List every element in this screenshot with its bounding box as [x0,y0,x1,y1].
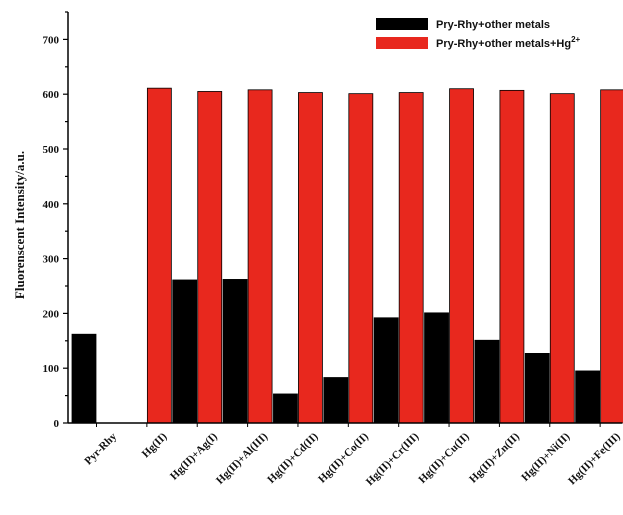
bar-red [298,92,323,424]
x-tick-label: Pyr-Rhy [82,430,119,467]
x-tick-label: Hg(II)+Al(III) [214,430,270,486]
y-tick-label: 0 [54,418,60,430]
x-tick-label: Hg(II)+Cr(III) [364,430,422,488]
y-tick-label: 200 [43,308,60,320]
x-tick-label: Hg(II)+Ag(I) [168,430,220,482]
bar-red [600,89,623,424]
bar-red [499,89,525,424]
x-tick-label: Hg(II)+Zn(II) [467,430,522,485]
x-tick-label: Hg(II)+Ni(II) [519,430,572,483]
y-axis: 0 100 200 300 400 500 600 700 [43,11,69,430]
bar-black [323,377,349,424]
x-tick-label: Hg(II)+Fe(III) [566,430,623,487]
x-tick-label: Hg(II)+Cd(II) [265,430,321,486]
bar-red [197,91,223,424]
y-tick-label: 700 [43,34,60,46]
legend-swatch-red [376,37,428,49]
bar-black [373,317,399,424]
legend-label-red: Pry-Rhy+other metals+Hg2+ [436,35,581,50]
bar-black [222,279,248,424]
legend-swatch-black [376,18,428,30]
bars [71,87,623,424]
bar-red [348,93,374,424]
bar-red [146,87,172,424]
x-axis: Pyr-Rhy Hg(II)Hg(II)+Ag(I)Hg(II)+Al(III)H… [68,422,623,488]
bar-black [524,353,550,424]
y-tick-label: 100 [43,363,60,375]
bar-red [247,89,273,424]
legend: Pry-Rhy+other metals Pry-Rhy+other metal… [376,18,581,50]
legend-label-black: Pry-Rhy+other metals [436,19,550,31]
bar-black [575,370,601,424]
y-axis-label: Fluorenscent Intensity/a.u. [12,151,27,299]
x-tick-label: Hg(II) [140,430,170,460]
bar-red [549,93,575,424]
bar-black [474,339,500,424]
y-tick-label: 300 [43,254,60,266]
y-tick-label: 600 [43,89,60,101]
y-tick-label: 400 [43,199,60,211]
bar-black [71,333,97,424]
bar-black [424,312,449,424]
bar-red [449,88,474,424]
x-tick-label: Hg(II)+Co(II) [316,430,371,485]
bar-black [172,279,198,424]
bar-black [273,393,298,424]
bar-red [398,92,424,424]
y-tick-label: 500 [43,144,60,156]
x-tick-label: Hg(II)+Cu(II) [416,430,472,486]
